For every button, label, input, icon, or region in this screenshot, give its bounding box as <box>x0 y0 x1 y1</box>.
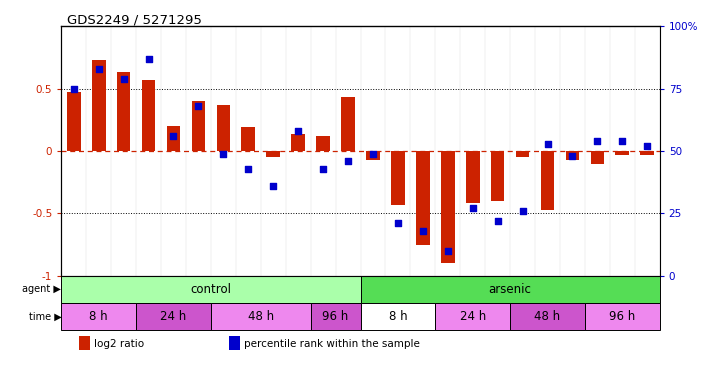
Point <box>342 158 354 164</box>
Text: 48 h: 48 h <box>534 310 560 323</box>
Text: percentile rank within the sample: percentile rank within the sample <box>244 339 420 348</box>
Text: 8 h: 8 h <box>89 310 108 323</box>
Point <box>143 56 154 62</box>
Bar <box>360 276 660 303</box>
Bar <box>360 303 435 330</box>
Bar <box>311 303 360 330</box>
Bar <box>391 151 404 205</box>
Bar <box>516 151 529 157</box>
Bar <box>317 136 330 151</box>
Point <box>68 86 79 92</box>
Text: GDS2249 / 5271295: GDS2249 / 5271295 <box>67 13 202 26</box>
Bar <box>491 151 505 201</box>
Point <box>517 208 528 214</box>
Bar <box>435 303 510 330</box>
Bar <box>291 134 305 151</box>
Point <box>93 66 105 72</box>
Bar <box>416 151 430 244</box>
Point <box>242 165 254 171</box>
Point <box>367 150 379 156</box>
Text: 96 h: 96 h <box>322 310 349 323</box>
Bar <box>242 128 255 151</box>
Bar <box>216 105 230 151</box>
Point <box>168 133 180 139</box>
Point <box>118 76 129 82</box>
Point <box>642 143 653 149</box>
Bar <box>67 92 81 151</box>
Text: 24 h: 24 h <box>459 310 486 323</box>
Bar <box>640 151 654 155</box>
Point <box>541 141 553 147</box>
Bar <box>61 276 360 303</box>
Bar <box>79 336 90 350</box>
Point <box>267 183 279 189</box>
Bar <box>585 303 660 330</box>
Point <box>193 103 204 109</box>
Text: time ▶: time ▶ <box>29 312 61 321</box>
Point <box>567 153 578 159</box>
Text: agent ▶: agent ▶ <box>22 284 61 294</box>
Bar <box>341 98 355 151</box>
Text: control: control <box>190 283 231 296</box>
Point <box>218 150 229 156</box>
Bar <box>266 151 280 157</box>
Bar <box>211 303 311 330</box>
Bar <box>541 151 554 210</box>
Point <box>317 165 329 171</box>
Text: 96 h: 96 h <box>609 310 635 323</box>
Bar <box>167 126 180 151</box>
Point <box>417 228 428 234</box>
Point <box>293 128 304 134</box>
Text: arsenic: arsenic <box>489 283 531 296</box>
Point <box>467 206 479 212</box>
Bar <box>117 72 131 151</box>
Bar <box>510 303 585 330</box>
Point <box>392 220 404 226</box>
Bar <box>441 151 455 263</box>
Bar <box>136 303 211 330</box>
Bar <box>142 80 156 151</box>
Point <box>442 248 454 254</box>
Point <box>616 138 628 144</box>
Bar <box>565 151 579 160</box>
Bar <box>92 60 105 151</box>
Bar <box>192 101 205 151</box>
Bar <box>616 151 629 155</box>
Bar <box>590 151 604 164</box>
Bar <box>366 151 380 160</box>
Bar <box>61 303 136 330</box>
Text: 8 h: 8 h <box>389 310 407 323</box>
Text: 48 h: 48 h <box>248 310 274 323</box>
Bar <box>466 151 479 204</box>
Bar <box>229 336 239 350</box>
Text: log2 ratio: log2 ratio <box>94 339 144 348</box>
Point <box>492 218 503 224</box>
Text: 24 h: 24 h <box>160 310 187 323</box>
Point <box>592 138 603 144</box>
